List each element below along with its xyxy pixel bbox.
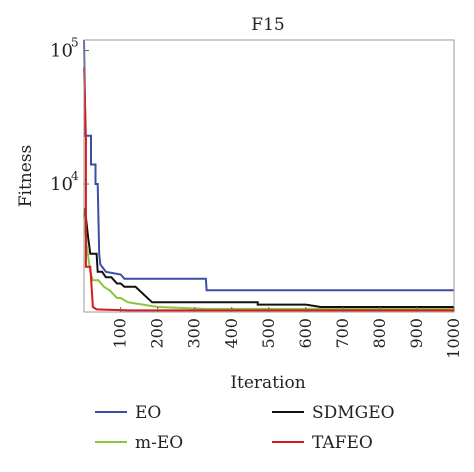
y-tick-exponent: 4 [71,169,79,183]
series-line-2 [84,208,454,308]
plot-area [83,39,454,312]
series-line-3 [83,67,454,312]
y-tick-exponent: 5 [71,36,79,50]
series-line-0 [83,39,454,292]
y-axis-label: Fitness [16,145,36,208]
x-axis-label: Iteration [230,373,305,393]
x-tick-label: 300 [185,318,204,349]
legend-label-2: SDMGEO [312,403,395,423]
y-tick-label: 10 [50,174,73,195]
x-tick-label: 900 [407,318,426,349]
series-line-1 [83,213,454,310]
legend-label-3: TAFEO [312,433,373,453]
plot-frame [83,39,455,313]
chart-title: F15 [251,15,284,35]
x-tick-label: 600 [296,318,315,349]
x-tick-label: 1000 [444,318,463,359]
x-tick-label: 100 [111,318,130,349]
x-tick-label: 500 [259,318,278,349]
x-tick-label: 200 [148,318,167,349]
y-tick-label: 10 [50,41,73,62]
legend-label-1: m-EO [135,433,183,453]
x-tick-label: 700 [333,318,352,349]
legend: EO m-EO SDMGEO TAFEO [95,403,395,453]
legend-label-0: EO [135,403,161,423]
x-tick-label: 400 [222,318,241,349]
x-tick-label: 800 [370,318,389,349]
